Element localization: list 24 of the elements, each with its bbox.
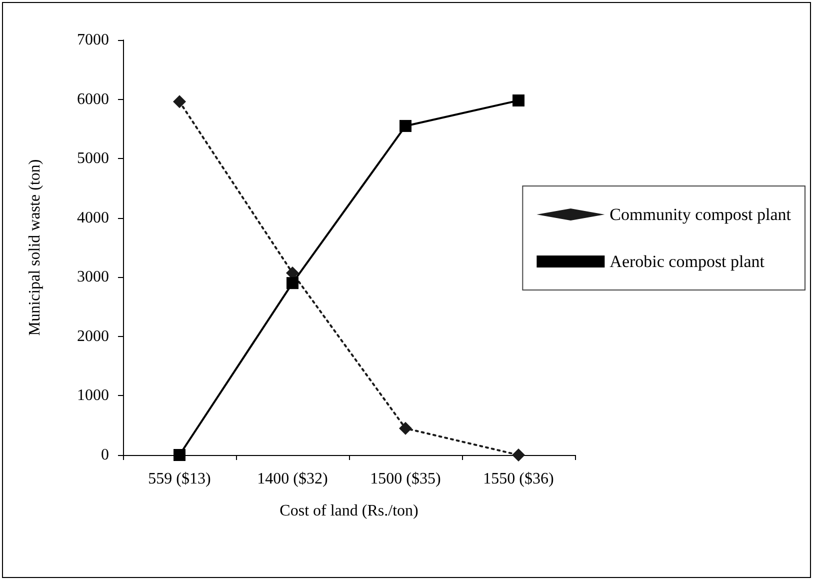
y-tick-label: 3000: [77, 268, 109, 286]
x-tick-label: 1500 ($35): [370, 470, 441, 488]
y-tick-label: 4000: [77, 209, 109, 226]
legend-label: Community compost plant: [610, 205, 792, 224]
x-axis-title: Cost of land (Rs./ton): [280, 502, 418, 520]
point: [174, 449, 186, 461]
y-tick-label: 0: [101, 446, 109, 464]
point: [512, 94, 524, 106]
y-tick-label: 2000: [77, 328, 109, 345]
y-tick-label: 7000: [77, 32, 109, 48]
legend-label: Aerobic compost plant: [610, 252, 765, 271]
point: [512, 448, 525, 462]
point: [173, 95, 186, 108]
y-tick-label: 5000: [77, 150, 109, 168]
y-axis-title: Municipal solid waste (ton): [26, 159, 44, 336]
point: [400, 120, 412, 132]
x-tick-label: 559 ($13): [148, 470, 211, 488]
point: [286, 277, 298, 290]
point: [286, 266, 299, 280]
x-tick-label: 1400 ($32): [257, 470, 328, 488]
point: [399, 422, 412, 435]
y-tick-label: 6000: [77, 90, 109, 108]
x-tick-label: 1550 ($36): [483, 470, 554, 488]
y-tick-label: 1000: [77, 387, 109, 404]
